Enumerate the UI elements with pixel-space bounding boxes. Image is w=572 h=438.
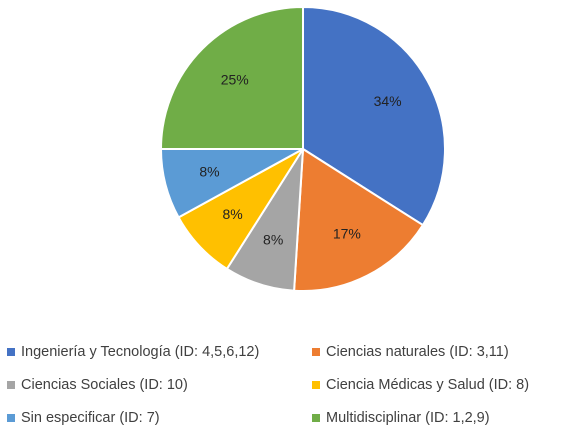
legend-item-ciencia-medicas: Ciencia Médicas y Salud (ID: 8) bbox=[312, 377, 529, 393]
legend: Ingeniería y Tecnología (ID: 4,5,6,12) C… bbox=[0, 336, 572, 438]
legend-item-ingenieria: Ingeniería y Tecnología (ID: 4,5,6,12) bbox=[7, 344, 259, 360]
legend-item-multidisciplinar: Multidisciplinar (ID: 1,2,9) bbox=[312, 410, 490, 426]
pie-slices bbox=[159, 5, 446, 292]
pie-chart: 34% 17% 8% 8% 8% 25% bbox=[159, 5, 446, 292]
data-label-sin-especificar: 8% bbox=[199, 164, 219, 180]
legend-item-ciencias-sociales: Ciencias Sociales (ID: 10) bbox=[7, 377, 188, 393]
legend-item-sin-especificar: Sin especificar (ID: 7) bbox=[7, 410, 160, 426]
legend-swatch-ciencias-naturales bbox=[312, 348, 320, 356]
data-label-ingenieria-y-tecnologia: 34% bbox=[374, 93, 402, 109]
legend-swatch-sin-especificar bbox=[7, 414, 15, 422]
legend-swatch-ingenieria bbox=[7, 348, 15, 356]
data-label-ciencias-naturales: 17% bbox=[333, 226, 361, 242]
legend-swatch-ciencia-medicas bbox=[312, 381, 320, 389]
data-label-multidisciplinar: 25% bbox=[221, 71, 249, 87]
legend-label: Ciencias naturales (ID: 3,11) bbox=[326, 344, 509, 360]
legend-item-ciencias-naturales: Ciencias naturales (ID: 3,11) bbox=[312, 344, 509, 360]
pie-data-labels: 34% 17% 8% 8% 8% 25% bbox=[199, 71, 401, 247]
legend-label: Ciencia Médicas y Salud (ID: 8) bbox=[326, 377, 530, 393]
legend-label: Ciencias Sociales (ID: 10) bbox=[21, 377, 188, 393]
legend-label: Multidisciplinar (ID: 1,2,9) bbox=[326, 410, 490, 426]
data-label-ciencias-sociales: 8% bbox=[263, 232, 283, 248]
legend-swatch-ciencias-sociales bbox=[7, 381, 15, 389]
data-label-ciencia-medicas-y-salud: 8% bbox=[222, 206, 242, 222]
pie-slice-multidisciplinar bbox=[159, 5, 304, 150]
legend-swatch-multidisciplinar bbox=[312, 414, 320, 422]
legend-label: Ingeniería y Tecnología (ID: 4,5,6,12) bbox=[21, 344, 260, 360]
pie-slice-ciencias-naturales bbox=[293, 147, 425, 292]
legend-label: Sin especificar (ID: 7) bbox=[21, 410, 160, 426]
